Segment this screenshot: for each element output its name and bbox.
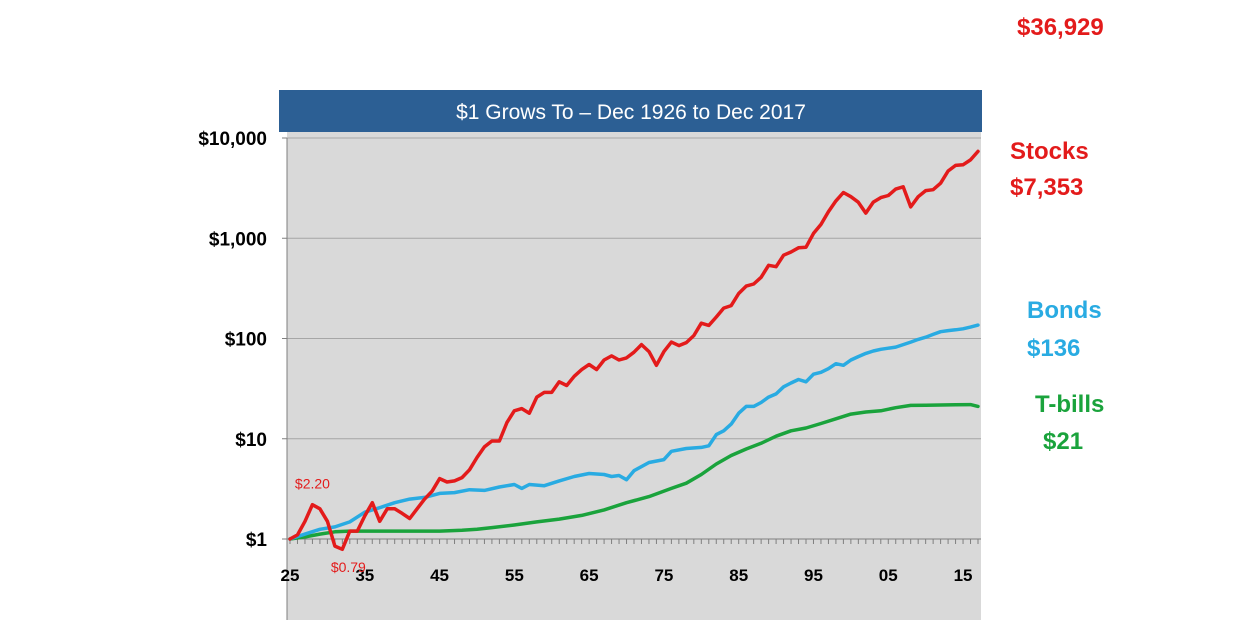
chart-title: $1 Grows To – Dec 1926 to Dec 2017	[456, 101, 806, 124]
x-tick-label-8: 05	[879, 566, 898, 585]
x-tick-label-5: 75	[654, 566, 673, 585]
legend-tbills-name: T-bills	[1035, 391, 1104, 418]
series-lines	[288, 149, 980, 552]
title-banner	[279, 90, 982, 132]
series-line-bonds	[288, 323, 980, 541]
annotations: $2.20 $0.79	[295, 476, 366, 575]
y-tick-label-3: $1,000	[209, 229, 267, 250]
x-tick-label-0: 25	[281, 566, 300, 585]
plot-area	[287, 132, 981, 620]
legend-bonds-value: $136	[1027, 335, 1080, 362]
legend-stocks-name: Stocks	[1010, 138, 1089, 165]
x-tick-label-9: 15	[954, 566, 973, 585]
y-tick-label-4: $10,000	[198, 129, 267, 150]
x-tick-label-4: 65	[580, 566, 599, 585]
annotation-1: $0.79	[331, 559, 366, 575]
legend-bonds-name: Bonds	[1027, 297, 1102, 324]
offscreen-value-label: $36,929	[1017, 14, 1104, 41]
annotation-0: $2.20	[295, 476, 330, 492]
x-tick-labels: 25 35 45 55 65 75 85 95 05 15	[281, 566, 973, 585]
y-tick-label-0: $1	[246, 530, 268, 551]
x-tick-label-1: 35	[355, 566, 374, 585]
series-line-stocks	[288, 149, 980, 552]
x-tick-label-3: 55	[505, 566, 524, 585]
legend-tbills-value: $21	[1043, 428, 1083, 455]
x-tick-label-6: 85	[729, 566, 748, 585]
gridlines	[282, 137, 981, 544]
y-tick-label-1: $10	[235, 430, 267, 451]
x-tick-label-7: 95	[804, 566, 823, 585]
x-tick-label-2: 45	[430, 566, 449, 585]
series-line-t-bills	[288, 402, 980, 541]
y-tick-label-2: $100	[225, 330, 267, 351]
y-tick-labels: $1 $10 $100 $1,000 $10,000	[198, 129, 267, 551]
legend-stocks-value: $7,353	[1010, 174, 1083, 201]
